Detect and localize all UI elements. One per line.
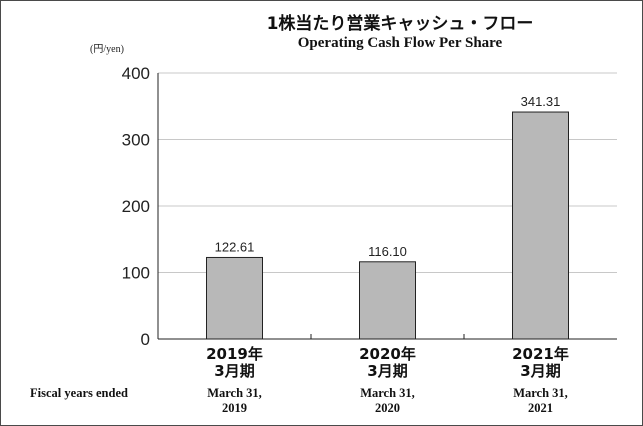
category-year-en-1: 2020 xyxy=(375,401,400,415)
x-axis-label: Fiscal years ended xyxy=(30,386,128,400)
unit-label: (円/yen) xyxy=(90,44,124,55)
bars xyxy=(206,111,569,340)
data-label-1: 116.10 xyxy=(368,244,407,259)
bar-1 xyxy=(359,261,416,340)
chart-title: 1株当たり営業キャッシュ・フロー xyxy=(267,13,534,34)
category-year-en-0: 2019 xyxy=(222,401,247,415)
category-year-jp-0: 2019年 xyxy=(206,345,263,363)
y-tick-label-200: 200 xyxy=(122,197,150,216)
category-period-jp-1: 3月期 xyxy=(367,362,407,380)
chart-subtitle: Operating Cash Flow Per Share xyxy=(298,35,503,51)
data-label-0: 122.61 xyxy=(215,239,255,254)
category-year-en-2: 2021 xyxy=(528,401,553,415)
bar-2 xyxy=(512,111,569,340)
y-tick-label-400: 400 xyxy=(122,64,150,83)
y-tick-label-0: 0 xyxy=(141,330,150,349)
y-tick-label-300: 300 xyxy=(122,131,150,150)
category-period-jp-2: 3月期 xyxy=(520,362,560,380)
data-label-2: 341.31 xyxy=(521,94,561,109)
data-labels: 122.61 116.10 341.31 xyxy=(215,94,561,259)
category-date-en-1: March 31, xyxy=(360,386,415,400)
category-year-jp-2: 2021年 xyxy=(512,345,569,363)
category-period-jp-0: 3月期 xyxy=(214,362,254,380)
category-date-en-2: March 31, xyxy=(513,386,568,400)
y-tick-labels: 0 100 200 300 400 xyxy=(122,64,150,349)
category-date-en-0: March 31, xyxy=(207,386,262,400)
category-year-jp-1: 2020年 xyxy=(359,345,416,363)
bar-0 xyxy=(206,256,263,340)
y-tick-label-100: 100 xyxy=(122,264,150,283)
